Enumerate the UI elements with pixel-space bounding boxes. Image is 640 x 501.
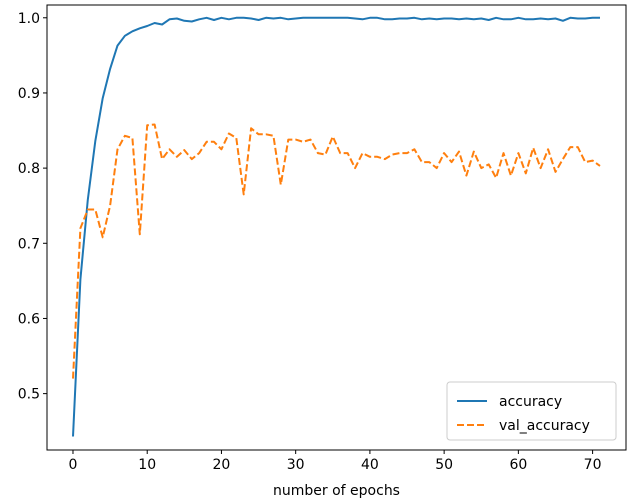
series-lines xyxy=(72,16,601,437)
y-axis: 0.5 0.6 0.7 0.8 0.9 1.0 xyxy=(18,11,47,403)
plot-frame xyxy=(46,4,627,451)
series-line-val-accuracy xyxy=(72,123,601,379)
x-tick-label: 30 xyxy=(287,457,305,473)
legend-box xyxy=(446,381,617,441)
x-tick-label: 20 xyxy=(213,457,231,473)
legend-label-val-accuracy: val_accuracy xyxy=(499,418,590,434)
x-tick-label: 10 xyxy=(138,457,156,473)
x-axis-label: number of epochs xyxy=(273,483,400,499)
y-tick-label: 0.5 xyxy=(18,387,40,403)
x-tick-label: 50 xyxy=(435,457,453,473)
y-tick-label: 0.6 xyxy=(18,311,40,327)
legend-label-accuracy: accuracy xyxy=(499,394,562,410)
x-tick-label: 60 xyxy=(509,457,527,473)
y-tick-label: 0.9 xyxy=(18,86,40,102)
x-tick-label: 70 xyxy=(584,457,602,473)
y-tick-label: 0.8 xyxy=(18,161,40,177)
x-axis: 0 10 20 30 40 50 60 70 xyxy=(69,450,602,473)
x-tick-label: 40 xyxy=(361,457,379,473)
y-tick-label: 1.0 xyxy=(18,11,40,27)
legend: accuracy val_accuracy xyxy=(446,381,617,441)
x-tick-label: 0 xyxy=(69,457,78,473)
series-line-accuracy xyxy=(72,16,600,437)
y-tick-label: 0.7 xyxy=(18,236,40,252)
